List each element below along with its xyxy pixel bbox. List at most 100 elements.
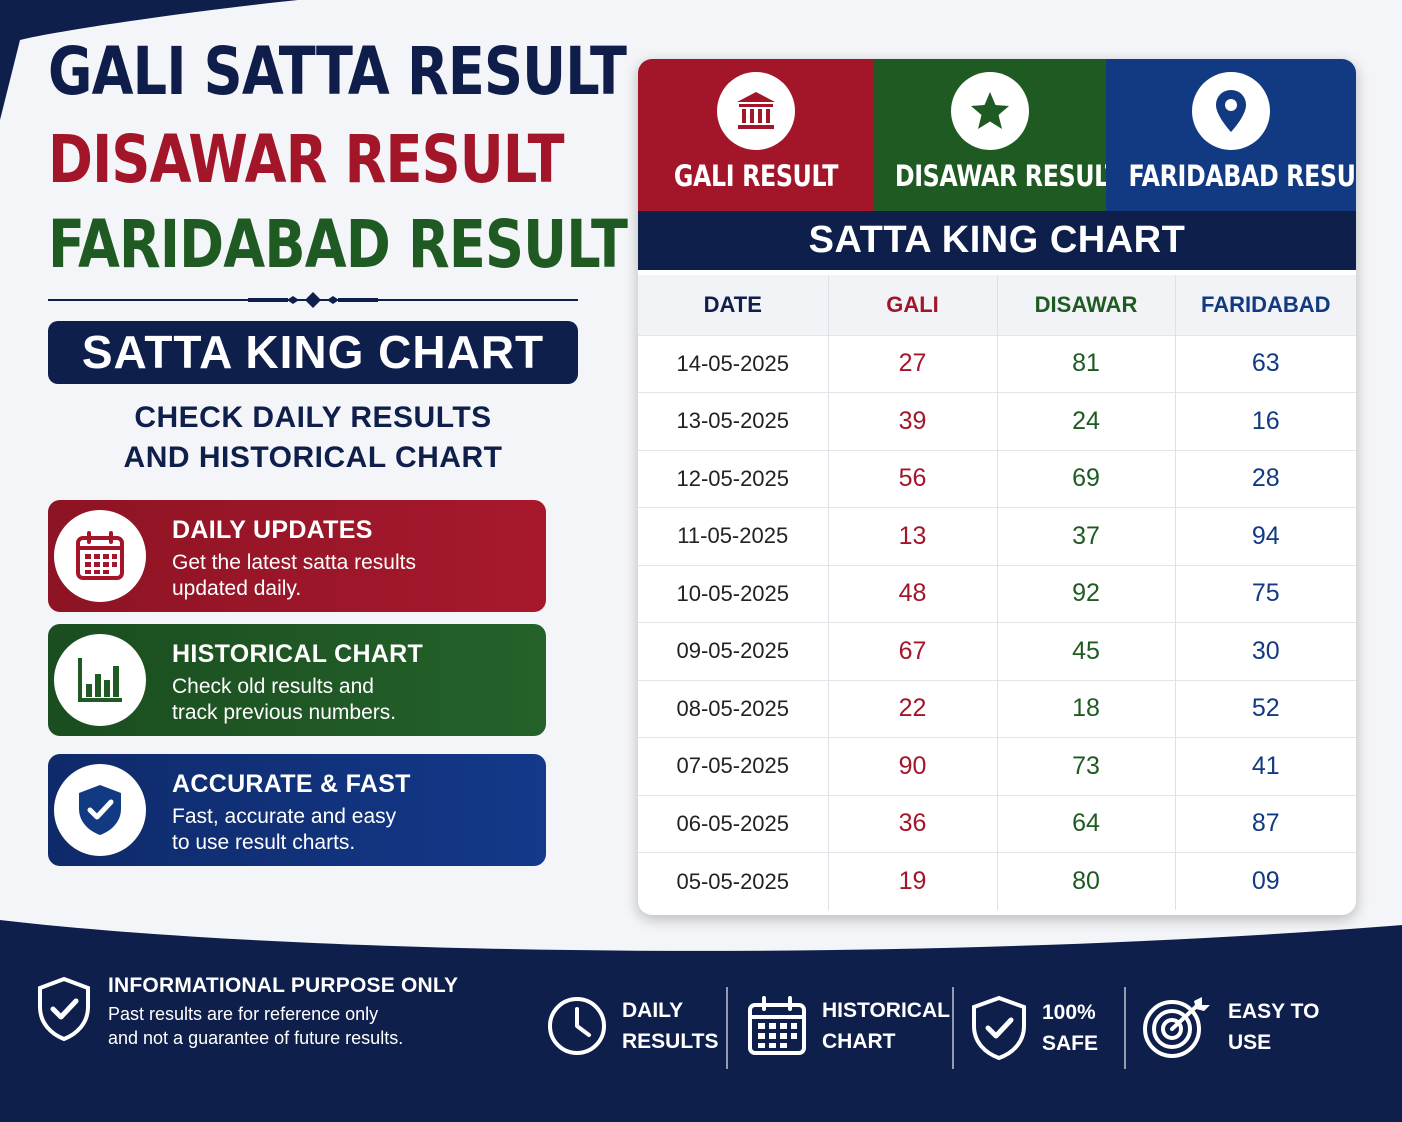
cell-date: 13-05-2025 xyxy=(638,392,829,450)
cell-date: 09-05-2025 xyxy=(638,622,829,680)
tab-icon-circle xyxy=(951,72,1029,150)
subtitle-line-1: CHECK DAILY RESULTS xyxy=(134,401,492,434)
results-table: DATE GALI DISAWAR FARIDABAD 14-05-2025 2… xyxy=(638,275,1356,910)
cell-disawar: 92 xyxy=(997,564,1176,623)
ornament-divider xyxy=(48,292,578,308)
feature-title: DAILY UPDATES xyxy=(172,516,373,544)
table-header-row: DATE GALI DISAWAR FARIDABAD xyxy=(638,275,1356,335)
feature-historical-chart: HISTORICAL CHART Check old results and t… xyxy=(48,624,546,736)
cell-disawar: 81 xyxy=(997,334,1176,393)
title-disawar-result: DISAWAR RESULT xyxy=(48,121,565,198)
column-header-disawar: DISAWAR xyxy=(997,275,1176,335)
results-card: GALI RESULT DISAWAR RESULT FARIDABAD RES… xyxy=(638,59,1356,915)
footer-badge-label: DAILY RESULTS xyxy=(622,995,752,1057)
cell-gali: 90 xyxy=(828,737,998,795)
cell-faridabad: 94 xyxy=(1175,507,1356,565)
cell-date: 05-05-2025 xyxy=(638,852,829,910)
tab-disawar-result[interactable]: DISAWAR RESULT xyxy=(874,59,1121,211)
feature-icon-circle xyxy=(54,634,146,726)
cell-faridabad: 28 xyxy=(1175,449,1356,508)
table-row: 10-05-2025 48 92 75 xyxy=(638,564,1356,623)
info-description: Past results are for reference only and … xyxy=(108,1002,468,1050)
footer-badge-daily-results: DAILY RESULTS xyxy=(546,995,752,1057)
table-row: 08-05-2025 22 18 52 xyxy=(638,679,1356,738)
title-gali-satta-result: GALI SATTA RESULT xyxy=(48,33,627,110)
feature-accurate-fast: ACCURATE & FAST Fast, accurate and easy … xyxy=(48,754,546,866)
footer-badge-label: EASY TO USE xyxy=(1228,996,1338,1058)
calendar-icon xyxy=(748,996,806,1055)
feature-description: Get the latest satta results updated dai… xyxy=(172,550,532,602)
feature-desc-line-2: updated daily. xyxy=(172,577,302,600)
cell-date: 14-05-2025 xyxy=(638,334,829,393)
footer-badge-easy-to-use: EASY TO USE xyxy=(1142,995,1338,1059)
table-row: 09-05-2025 67 45 30 xyxy=(638,622,1356,680)
subtitle-line-2: AND HISTORICAL CHART xyxy=(123,441,503,474)
table-row: 06-05-2025 36 64 87 xyxy=(638,794,1356,853)
feature-description: Fast, accurate and easy to use result ch… xyxy=(172,804,532,856)
cell-disawar: 80 xyxy=(997,852,1176,910)
cell-gali: 48 xyxy=(828,564,998,623)
cell-disawar: 18 xyxy=(997,679,1176,738)
cell-faridabad: 30 xyxy=(1175,622,1356,680)
footer-badge-line-1: 100% xyxy=(1042,1001,1096,1024)
footer-badge-line-1: HISTORICAL xyxy=(822,999,950,1022)
target-icon xyxy=(1143,997,1210,1058)
clock-icon xyxy=(548,997,606,1055)
cell-date: 11-05-2025 xyxy=(638,507,829,565)
cell-faridabad: 87 xyxy=(1175,794,1356,853)
cell-date: 08-05-2025 xyxy=(638,679,829,738)
tab-gali-result[interactable]: GALI RESULT xyxy=(638,59,874,211)
column-header-gali: GALI xyxy=(828,275,998,335)
footer-badge-label: 100% SAFE xyxy=(1042,997,1122,1059)
footer-badge-line-2: RESULTS xyxy=(622,1030,719,1053)
cell-faridabad: 63 xyxy=(1175,334,1356,393)
footer-badge-historical-chart: HISTORICAL CHART xyxy=(746,995,952,1057)
footer-separator xyxy=(952,987,954,1069)
table-row: 14-05-2025 27 81 63 xyxy=(638,334,1356,393)
cell-faridabad: 52 xyxy=(1175,679,1356,738)
table-row: 11-05-2025 13 37 94 xyxy=(638,507,1356,565)
title-faridabad-result: FARIDABAD RESULT xyxy=(48,206,628,283)
tab-label: DISAWAR RESULT xyxy=(894,159,1121,193)
feature-title: ACCURATE & FAST xyxy=(172,770,411,798)
location-pin-icon xyxy=(1216,90,1246,132)
cell-gali: 13 xyxy=(828,507,998,565)
cell-disawar: 69 xyxy=(997,449,1176,508)
star-icon xyxy=(971,92,1009,129)
subtitle: CHECK DAILY RESULTS AND HISTORICAL CHART xyxy=(48,398,578,478)
feature-daily-updates: DAILY UPDATES Get the latest satta resul… xyxy=(48,500,546,612)
feature-icon-circle xyxy=(54,764,146,856)
chart-title: SATTA KING CHART xyxy=(638,211,1356,270)
cell-gali: 19 xyxy=(828,852,998,910)
footer-badge-line-1: DAILY xyxy=(622,999,684,1022)
cell-disawar: 37 xyxy=(997,507,1176,565)
cell-gali: 27 xyxy=(828,334,998,393)
footer-badge-label: HISTORICAL CHART xyxy=(822,995,952,1057)
feature-desc-line-2: to use result charts. xyxy=(172,831,356,854)
table-row: 13-05-2025 39 24 16 xyxy=(638,392,1356,450)
cell-gali: 56 xyxy=(828,449,998,508)
cell-date: 10-05-2025 xyxy=(638,564,829,623)
column-header-faridabad: FARIDABAD xyxy=(1175,275,1356,335)
cell-date: 06-05-2025 xyxy=(638,794,829,853)
bank-icon xyxy=(737,92,775,129)
cell-disawar: 73 xyxy=(997,737,1176,795)
cell-date: 07-05-2025 xyxy=(638,737,829,795)
cell-gali: 36 xyxy=(828,794,998,853)
feature-icon-circle xyxy=(54,510,146,602)
footer-badge-line-2: USE xyxy=(1228,1031,1272,1054)
tab-icon-circle xyxy=(717,72,795,150)
column-header-date: DATE xyxy=(638,275,829,335)
footer-badge-line-2: CHART xyxy=(822,1030,896,1053)
tab-label: GALI RESULT xyxy=(673,159,839,193)
satta-king-chart-badge: SATTA KING CHART xyxy=(48,321,578,384)
tab-faridabad-result[interactable]: FARIDABAD RESULT xyxy=(1106,59,1356,211)
feature-title: HISTORICAL CHART xyxy=(172,640,424,668)
cell-date: 12-05-2025 xyxy=(638,449,829,508)
cell-disawar: 64 xyxy=(997,794,1176,853)
table-row: 12-05-2025 56 69 28 xyxy=(638,449,1356,508)
table-row: 07-05-2025 90 73 41 xyxy=(638,737,1356,795)
feature-desc-line-1: Fast, accurate and easy xyxy=(172,805,397,828)
cell-disawar: 24 xyxy=(997,392,1176,450)
footer-badge-line-2: SAFE xyxy=(1042,1032,1099,1055)
